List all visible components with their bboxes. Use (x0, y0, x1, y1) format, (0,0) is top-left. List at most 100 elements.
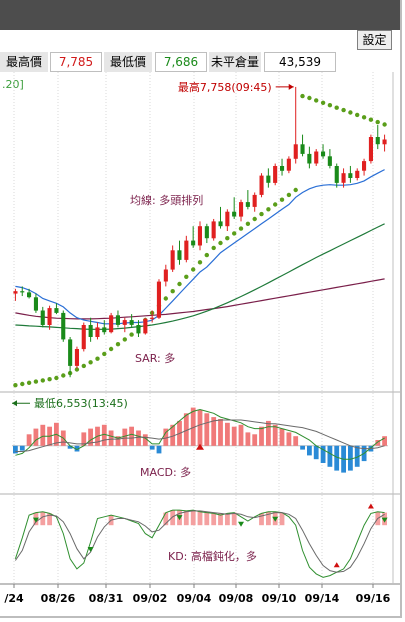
candle-body (150, 317, 155, 319)
candle-body (266, 175, 271, 183)
candle-body (341, 173, 346, 183)
candle-body (355, 170, 360, 178)
macd-bar (307, 445, 312, 456)
settings-button[interactable]: 設定 (357, 30, 392, 50)
macd-bar (382, 436, 387, 446)
sar-dot (232, 231, 237, 236)
macd-bar (272, 424, 278, 446)
macd-bar (149, 445, 155, 450)
candle-body (293, 144, 298, 159)
candle-body (273, 166, 278, 183)
macd-annotation: MACD: 多 (140, 465, 191, 479)
ma-mid-line (15, 223, 385, 330)
sar-dot (218, 240, 223, 246)
candle-body (239, 202, 244, 217)
x-tick-label: 08/31 (89, 592, 124, 605)
sar-dot (40, 378, 45, 383)
macd-bar (88, 428, 93, 446)
low-label: 最低價 (104, 52, 152, 72)
sar-dot (177, 281, 182, 287)
macd-bar (238, 424, 244, 446)
macd-bar (129, 426, 134, 446)
kd-buy-marker (333, 562, 340, 568)
sar-dot (74, 367, 80, 372)
sar-dot (33, 379, 39, 384)
macd-bar (26, 434, 32, 446)
candle-body (81, 325, 86, 350)
candle-body (40, 310, 45, 325)
sar-dot (13, 383, 18, 388)
x-tick-label: 09/10 (262, 592, 297, 605)
kd-high-zone (197, 510, 203, 526)
candle-body (156, 281, 161, 318)
sar-dot (170, 289, 175, 294)
kd-high-zone (170, 510, 176, 526)
ma-slow-line (15, 278, 385, 320)
sar-dot (81, 363, 87, 369)
kd-high-zone (183, 510, 189, 526)
kd-high-zone (279, 512, 285, 526)
low-value: 7,686 (155, 52, 207, 72)
sar-dot (348, 110, 353, 115)
kd-sell-marker (272, 516, 279, 522)
sar-dot (197, 260, 203, 265)
macd-bar (163, 428, 169, 446)
candle-body (102, 327, 107, 333)
candle-body (177, 250, 182, 260)
x-tick-label: 09/04 (177, 592, 212, 605)
open-interest-label: 未平倉量 (209, 52, 261, 72)
x-tick-label: 09/08 (219, 592, 254, 605)
candle-body (27, 292, 32, 298)
kd-high-zone (163, 512, 169, 526)
candle-body (33, 297, 38, 311)
candle-body (321, 151, 326, 157)
candle-body (109, 315, 114, 333)
sar-dot (286, 192, 292, 198)
kd-d-line (14, 510, 385, 573)
macd-signal-line (15, 419, 385, 452)
macd-bar (74, 445, 80, 452)
sar-dot (300, 93, 305, 99)
high-label: 最高價 (0, 52, 48, 72)
candle-body (245, 202, 250, 207)
macd-bar (259, 426, 264, 446)
sar-dot (355, 112, 360, 118)
macd-bar (327, 445, 333, 467)
sar-dot (61, 373, 66, 378)
kd-sell-marker (381, 517, 388, 523)
sar-dot (26, 380, 32, 385)
candle-body (54, 308, 59, 313)
sar-dot (129, 332, 134, 337)
chart-area: /24 08/26 08/31 09/02 09/04 09/08 09/10 09/14 09… (0, 72, 400, 605)
high-annotation: 最高7,758(09:45) (178, 80, 272, 94)
sar-dot (115, 342, 121, 347)
sar-dot (204, 252, 209, 258)
sar-dot (54, 375, 59, 381)
sar-dot (382, 122, 387, 127)
sar-dot (361, 115, 367, 120)
macd-bar (108, 430, 114, 446)
kd-sell-marker (87, 547, 94, 552)
sar-dot (327, 103, 333, 108)
sar-dot (47, 377, 52, 382)
candle-body (184, 240, 189, 260)
kd-high-zone (190, 510, 196, 526)
candle-body (375, 137, 380, 145)
candle-body (225, 211, 230, 227)
kd-high-zone (231, 512, 237, 526)
sar-dot (314, 98, 319, 103)
candle-body (211, 221, 216, 239)
sar-dot (368, 117, 374, 122)
sar-dot (320, 100, 326, 105)
candle-body (252, 194, 257, 207)
candle-body (204, 226, 209, 239)
kd-high-zone (40, 511, 46, 526)
candle-body (115, 315, 120, 325)
macd-bar (286, 432, 292, 446)
sar-dot (163, 296, 168, 301)
kd-high-zone (204, 511, 210, 526)
kd-high-zone (266, 511, 271, 526)
sar-dot (266, 207, 271, 212)
macd-cross-marker (196, 443, 204, 450)
macd-bar (218, 419, 223, 446)
